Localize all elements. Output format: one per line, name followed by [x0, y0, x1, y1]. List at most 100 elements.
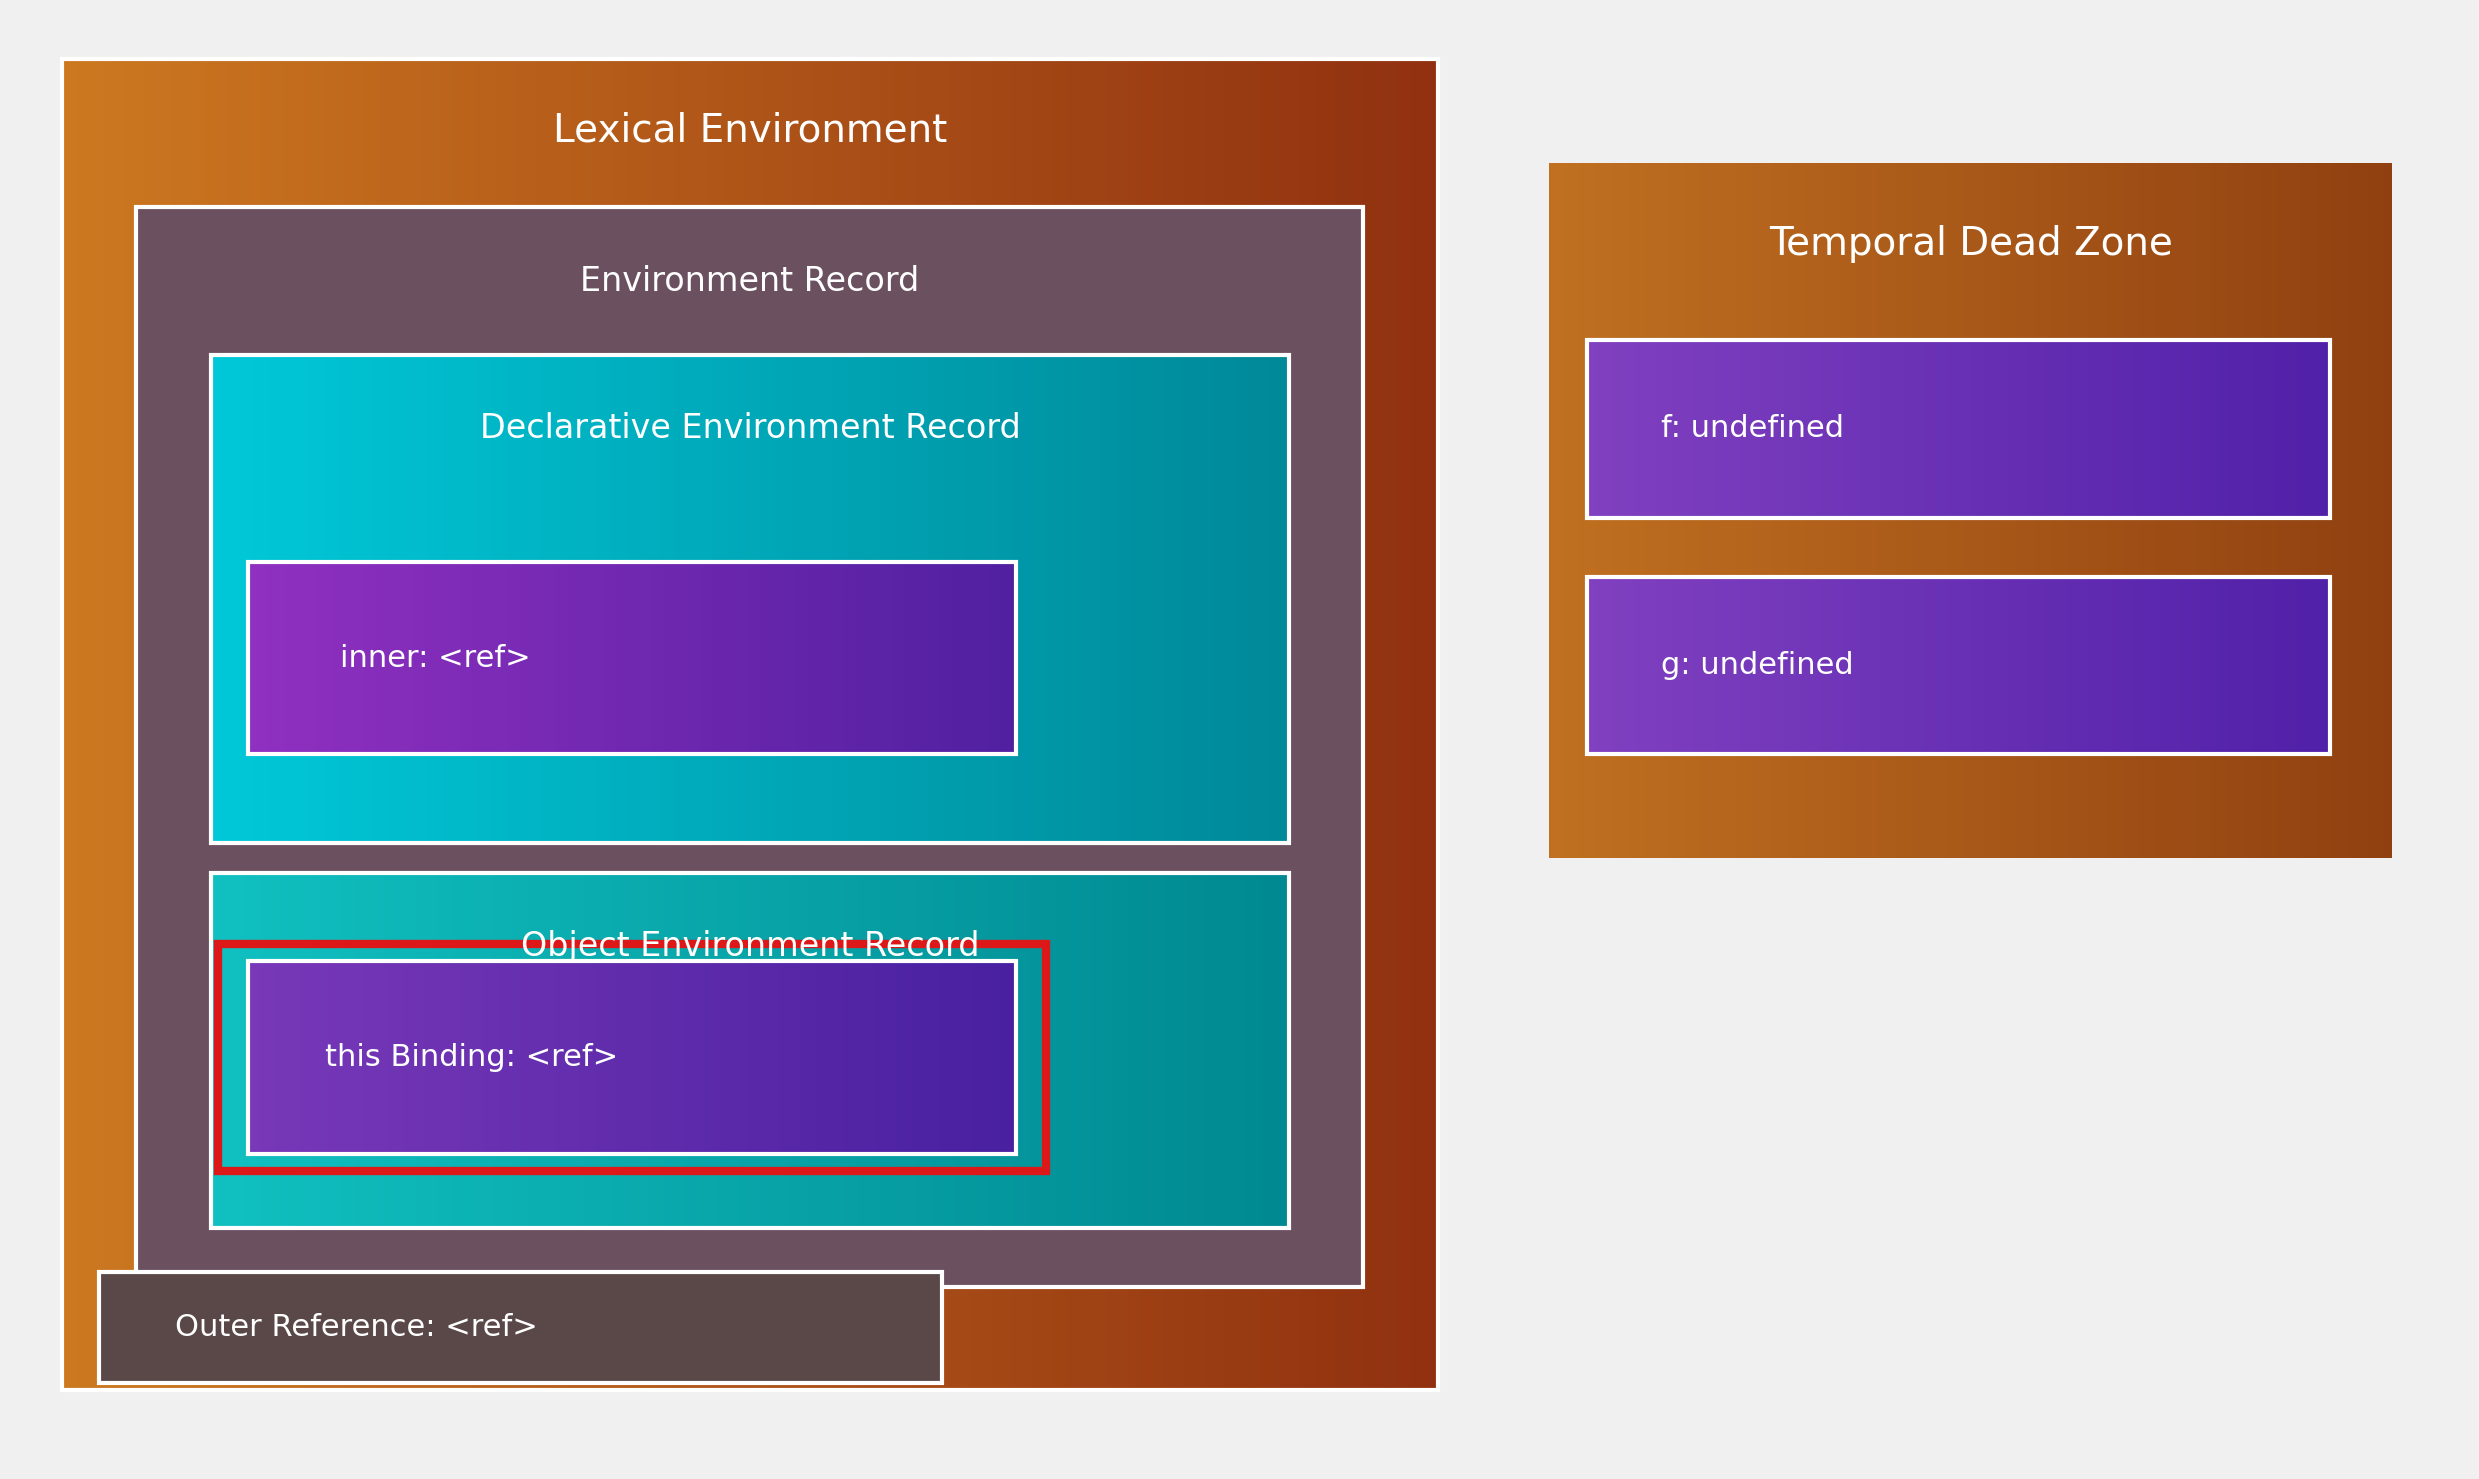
Bar — [2102, 577, 2107, 754]
Bar — [449, 355, 454, 843]
Bar — [2134, 163, 2139, 858]
Bar — [826, 59, 833, 1390]
Bar — [461, 59, 469, 1390]
Bar — [2315, 577, 2320, 754]
Bar — [875, 562, 878, 754]
Bar — [1691, 340, 1696, 518]
Bar — [2127, 163, 2132, 858]
Bar — [697, 562, 702, 754]
Bar — [885, 873, 890, 1228]
Bar — [1579, 163, 1584, 858]
Bar — [1011, 59, 1019, 1390]
Bar — [793, 873, 798, 1228]
Bar — [2177, 340, 2182, 518]
Bar — [1616, 340, 1621, 518]
Bar — [1611, 340, 1616, 518]
Bar — [1743, 577, 1745, 754]
Bar — [1929, 577, 1934, 754]
Bar — [885, 562, 890, 754]
Bar — [2320, 577, 2323, 754]
Bar — [1993, 577, 1996, 754]
Bar — [2320, 340, 2323, 518]
Bar — [2006, 163, 2008, 858]
Bar — [801, 562, 806, 754]
Bar — [2092, 163, 2097, 858]
Bar — [2261, 163, 2266, 858]
Bar — [860, 59, 868, 1390]
Bar — [972, 355, 977, 843]
Bar — [1983, 340, 1988, 518]
Bar — [659, 961, 662, 1154]
Bar — [2085, 340, 2087, 518]
Bar — [2020, 340, 2025, 518]
Bar — [2035, 340, 2040, 518]
Bar — [1240, 873, 1247, 1228]
Bar — [724, 562, 729, 754]
Bar — [642, 873, 647, 1228]
Bar — [1056, 355, 1063, 843]
Bar — [2033, 577, 2038, 754]
Bar — [533, 562, 535, 754]
Bar — [932, 355, 940, 843]
Bar — [1220, 873, 1225, 1228]
Bar — [982, 562, 987, 754]
Bar — [228, 873, 233, 1228]
Bar — [1225, 873, 1230, 1228]
Bar — [2003, 340, 2008, 518]
Bar — [783, 59, 791, 1390]
Bar — [989, 961, 994, 1154]
Bar — [69, 59, 77, 1390]
Bar — [1230, 873, 1235, 1228]
Bar — [1681, 163, 1683, 858]
Bar — [997, 562, 1002, 754]
Bar — [1701, 577, 1706, 754]
Bar — [788, 355, 793, 843]
Bar — [233, 59, 240, 1390]
Bar — [99, 1272, 942, 1383]
Bar — [1671, 340, 1676, 518]
Bar — [1031, 873, 1036, 1228]
Bar — [1877, 340, 1879, 518]
Bar — [997, 961, 1002, 1154]
Bar — [778, 562, 781, 754]
Bar — [821, 961, 823, 1154]
Bar — [821, 873, 826, 1228]
Bar — [878, 961, 883, 1154]
Bar — [977, 355, 982, 843]
Bar — [2122, 577, 2125, 754]
Bar — [362, 355, 367, 843]
Bar — [364, 59, 372, 1390]
Bar — [1306, 59, 1314, 1390]
Bar — [409, 873, 416, 1228]
Bar — [367, 873, 372, 1228]
Bar — [193, 59, 201, 1390]
Bar — [275, 961, 278, 1154]
Bar — [1202, 355, 1207, 843]
Bar — [734, 873, 739, 1228]
Bar — [1668, 163, 1671, 858]
Bar — [2058, 340, 2063, 518]
Bar — [263, 562, 268, 754]
Bar — [2112, 577, 2115, 754]
Bar — [2239, 340, 2241, 518]
Bar — [2043, 577, 2048, 754]
Bar — [2194, 163, 2199, 858]
Bar — [1760, 577, 1765, 754]
Bar — [1631, 340, 1636, 518]
Bar — [944, 562, 947, 754]
Bar — [1936, 163, 1941, 858]
Bar — [944, 873, 949, 1228]
Bar — [1988, 163, 1993, 858]
Bar — [682, 961, 687, 1154]
Bar — [1874, 577, 1877, 754]
Bar — [248, 355, 253, 843]
Bar — [1884, 577, 1889, 754]
Bar — [1651, 340, 1653, 518]
Bar — [2082, 340, 2085, 518]
Bar — [1768, 340, 1772, 518]
Bar — [1587, 577, 2330, 754]
Bar — [399, 355, 404, 843]
Bar — [2219, 577, 2221, 754]
Bar — [669, 961, 674, 1154]
Bar — [716, 59, 721, 1390]
